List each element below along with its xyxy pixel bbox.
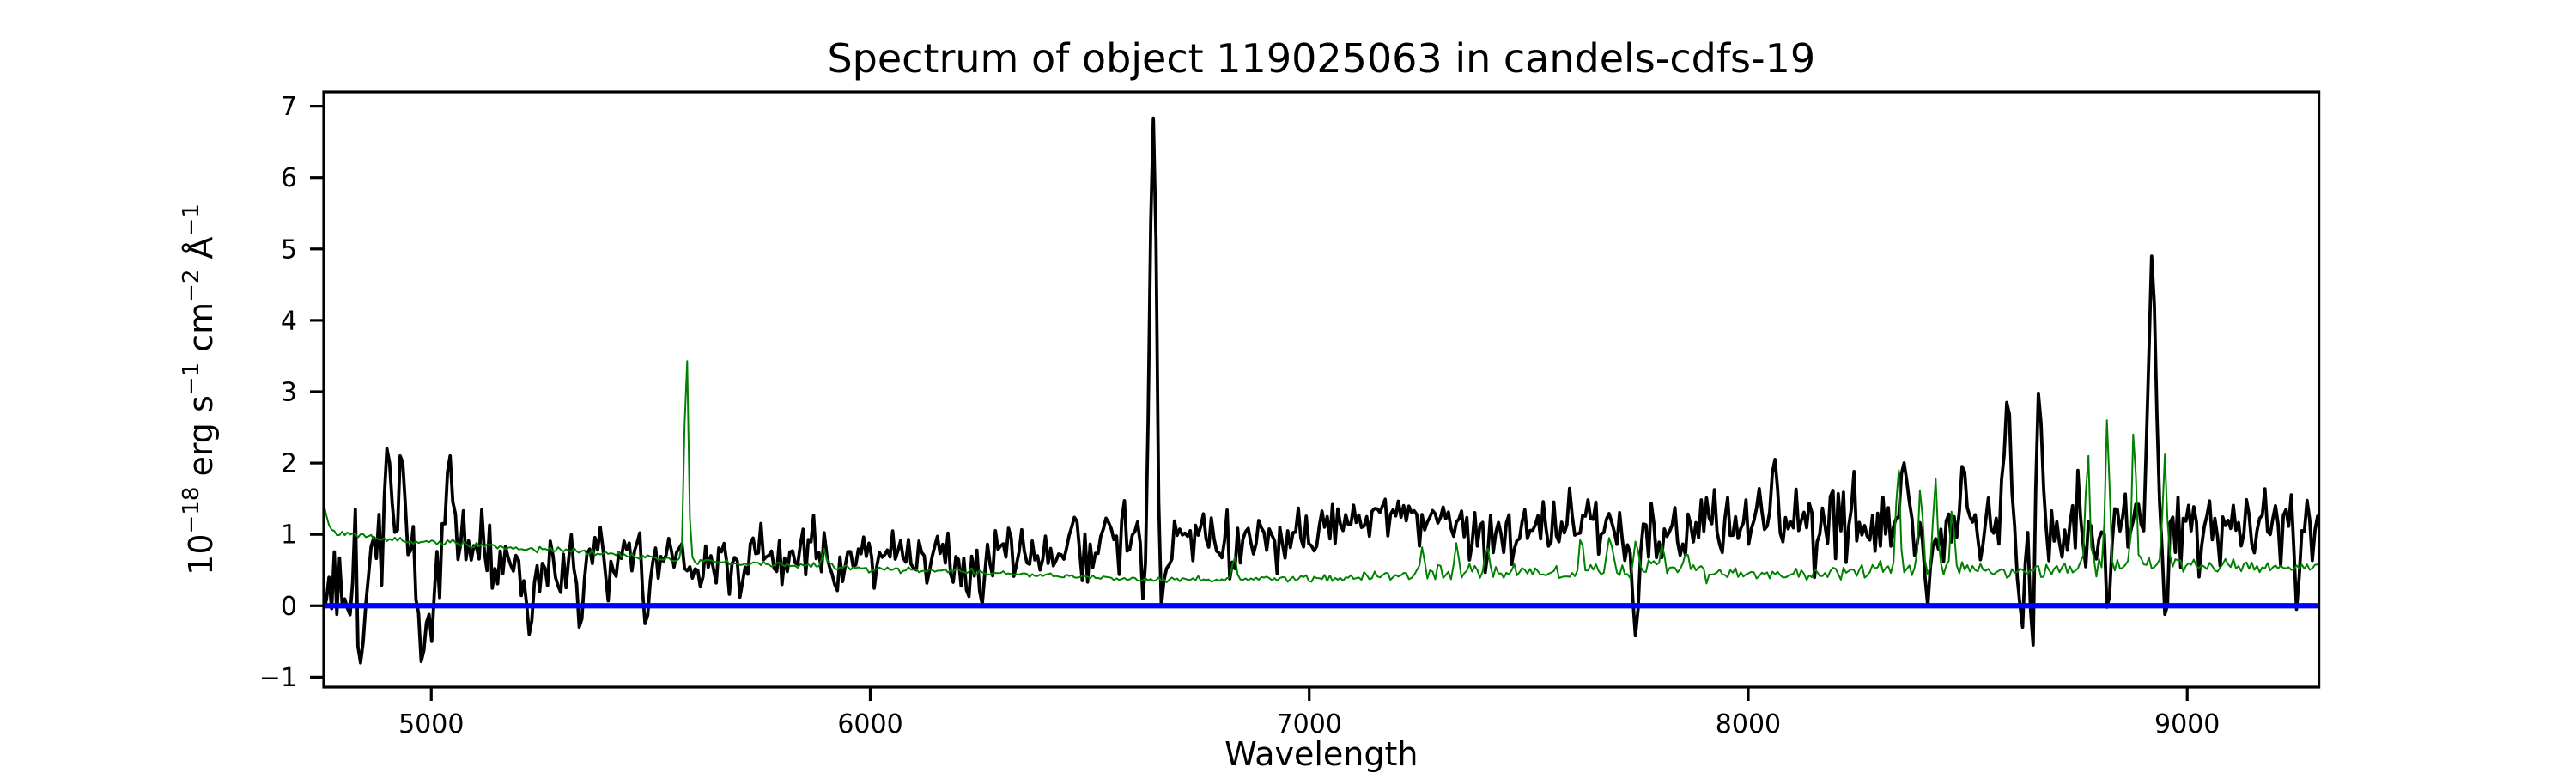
y-tick-label: 2 xyxy=(281,449,297,479)
x-axis-ticks: 5000 6000 7000 8000 9000 xyxy=(398,687,2220,740)
chart-title: Spectrum of object 119025063 in candels-… xyxy=(827,35,1815,82)
y-tick-label: 1 xyxy=(281,520,297,551)
y-axis-label-superscript: −1 xyxy=(179,362,204,395)
y-tick-label: 5 xyxy=(281,234,297,265)
y-tick-label: 0 xyxy=(281,592,297,622)
y-tick-label: 4 xyxy=(281,306,297,336)
y-axis-label: 10−18 erg s−1 cm−2 Å−1 xyxy=(179,204,220,575)
y-axis-label-text: erg s xyxy=(182,395,220,486)
y-axis-label-text: 10 xyxy=(182,534,220,575)
x-tick-label: 6000 xyxy=(837,709,902,740)
x-tick-label: 8000 xyxy=(1716,709,1781,740)
y-axis-label-text: cm xyxy=(182,302,220,362)
x-tick-label: 7000 xyxy=(1277,709,1342,740)
y-axis-ticks: −1 0 1 2 3 4 5 6 7 xyxy=(259,92,324,693)
x-tick-label: 9000 xyxy=(2154,709,2220,740)
y-tick-label: 3 xyxy=(281,377,297,407)
axes-group: 5000 6000 7000 8000 9000 −1 0 1 2 3 4 5 6 7 Spectrum… xyxy=(179,35,2321,773)
error-spectrum-line xyxy=(324,360,2319,585)
plot-series-group xyxy=(324,116,2319,665)
y-tick-label: 7 xyxy=(281,92,297,122)
flux-spectrum-line xyxy=(324,116,2319,665)
y-tick-label: −1 xyxy=(259,663,297,693)
plot-border xyxy=(322,90,2321,689)
x-tick-label: 5000 xyxy=(398,709,464,740)
y-axis-label-superscript: −1 xyxy=(179,204,204,236)
y-axis-label-text: Å xyxy=(182,236,220,269)
y-tick-label: 6 xyxy=(281,163,297,193)
x-axis-label: Wavelength xyxy=(1224,735,1418,773)
y-axis-label-superscript: −2 xyxy=(179,270,204,302)
y-axis-label-superscript: −18 xyxy=(179,487,204,534)
